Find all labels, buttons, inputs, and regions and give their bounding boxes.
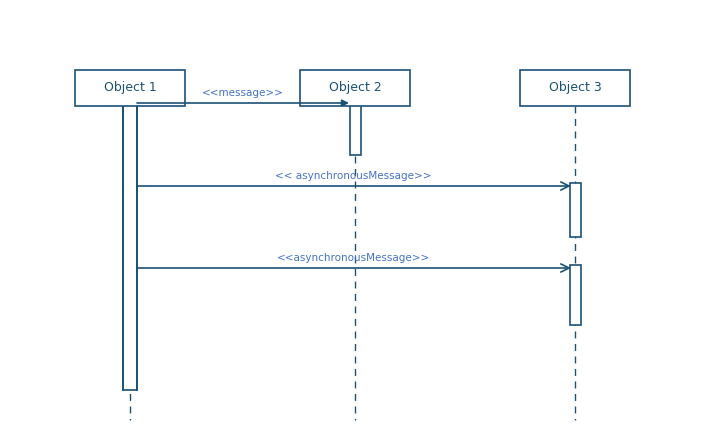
Bar [349, 100, 360, 155]
Bar [520, 70, 630, 106]
Bar [570, 265, 581, 325]
Bar [123, 84, 137, 390]
Bar [570, 183, 581, 237]
Text: Object 3: Object 3 [548, 81, 601, 94]
Text: <<asynchronousMessage>>: <<asynchronousMessage>> [277, 253, 429, 263]
Text: << asynchronousMessage>>: << asynchronousMessage>> [275, 171, 432, 181]
Text: Object 2: Object 2 [329, 81, 382, 94]
Bar [300, 70, 410, 106]
Text: Object 1: Object 1 [103, 81, 156, 94]
Text: <<message>>: <<message>> [202, 88, 284, 98]
Bar [75, 70, 185, 106]
